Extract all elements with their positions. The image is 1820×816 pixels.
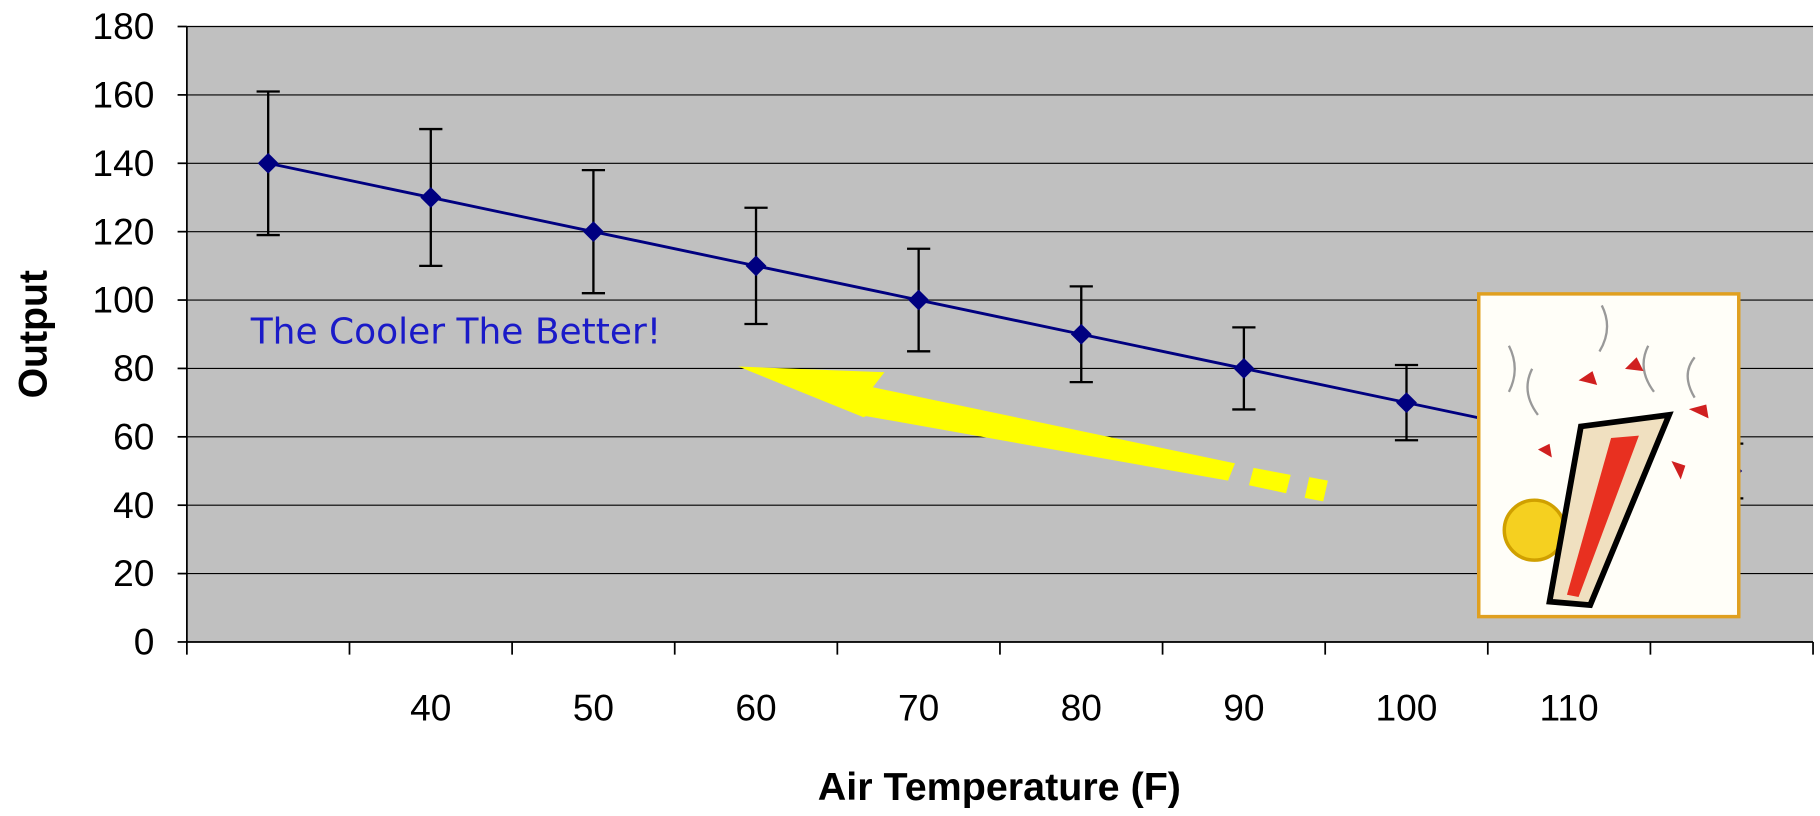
x-tick-label: 60 — [735, 686, 776, 728]
y-tick-label: 100 — [92, 279, 154, 321]
marker — [1396, 392, 1417, 413]
y-tick-label: 20 — [113, 552, 154, 594]
marker — [908, 289, 930, 311]
x-tick-label: 90 — [1223, 686, 1264, 728]
y-tick-label: 180 — [92, 5, 154, 47]
grid — [186, 25, 1814, 643]
y-tick-label: 160 — [92, 74, 154, 116]
marker — [257, 152, 279, 174]
x-tick-label: 40 — [410, 686, 451, 728]
annotation: The Cooler The Better! — [250, 312, 662, 353]
arrow-dash — [1248, 467, 1291, 494]
x-axis-title: Air Temperature (F) — [818, 765, 1181, 809]
x-tick-label: 110 — [1540, 686, 1599, 728]
thermometer-picture — [1477, 292, 1741, 619]
y-tick-label: 0 — [134, 621, 155, 663]
x-tick-label: 50 — [573, 686, 614, 728]
arrow-dash — [1304, 477, 1328, 502]
y-tick-label: 40 — [113, 484, 154, 526]
x-tick-label: 100 — [1376, 686, 1438, 728]
y-axis-title: Output — [11, 270, 55, 398]
y-tick-label: 120 — [92, 210, 154, 252]
marker — [1070, 323, 1092, 345]
x-tick-label: 80 — [1061, 686, 1102, 728]
x-tick-label: 70 — [898, 686, 939, 728]
y-tick-label: 60 — [113, 416, 154, 458]
marker — [582, 221, 604, 243]
y-tick-label: 140 — [92, 142, 154, 184]
axes: 0 20 40 60 80 100 120 140 160 180 40 50 60 70 80 90 100 1… — [11, 5, 1814, 809]
y-tick-label: 80 — [113, 347, 154, 389]
arrow — [738, 366, 1235, 481]
